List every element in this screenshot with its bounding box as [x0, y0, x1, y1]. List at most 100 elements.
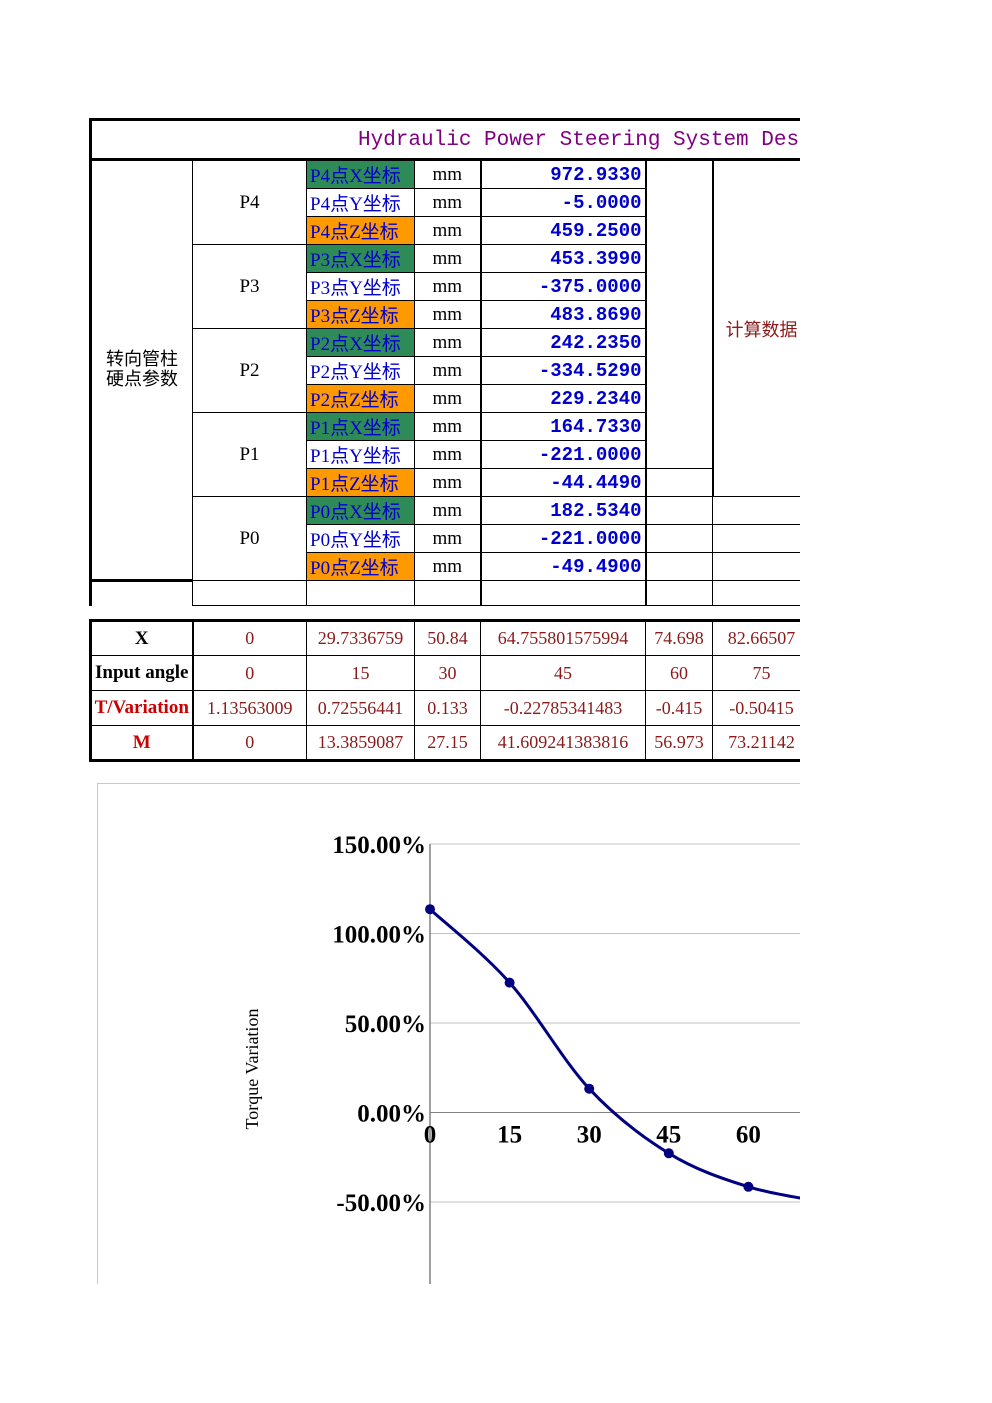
point-name: P1	[192, 412, 307, 497]
coord-label: P1点X坐标	[306, 412, 415, 441]
empty-cell	[306, 580, 415, 606]
result-value: 50.84	[414, 620, 481, 656]
unit-cell: mm	[414, 552, 481, 581]
coord-value-input[interactable]: 229.2340	[479, 384, 647, 413]
y-tick-label: -50.00%	[336, 1190, 426, 1217]
result-value: 60	[645, 655, 713, 691]
empty-cell	[645, 468, 713, 497]
title-row: Hydraulic Power Steering System Design	[89, 118, 800, 160]
coord-value-input[interactable]: 242.2350	[479, 328, 647, 357]
coord-label: P4点Y坐标	[306, 188, 415, 217]
coord-value-input[interactable]: -221.0000	[479, 440, 647, 469]
y-tick-label: 0.00%	[357, 1101, 426, 1128]
coord-label: P4点X坐标	[306, 160, 415, 189]
result-value: 56.973	[645, 725, 713, 761]
result-value: 30	[414, 655, 481, 691]
coord-value-input[interactable]: 483.8690	[479, 300, 647, 329]
unit-cell: mm	[414, 468, 481, 497]
coord-label: P0点Y坐标	[306, 524, 415, 553]
empty-cell	[645, 160, 713, 469]
empty-cell	[712, 552, 800, 581]
result-value: -0.415	[645, 690, 713, 726]
coord-value-input[interactable]: -334.5290	[479, 356, 647, 385]
coord-value-input[interactable]: 459.2500	[479, 216, 647, 245]
x-tick-label: 60	[736, 1122, 761, 1149]
hardpoint-row: P2 P2点X坐标 mm 242.2350	[91, 328, 801, 413]
coord-value-input[interactable]: 972.9330	[479, 160, 647, 189]
torque-chart: 150.00% 100.00% 50.00% 0.00% -50.00% -100.00%…	[97, 783, 800, 1284]
result-row: Input angle 0 15 30 45 60 75	[90, 655, 800, 691]
coord-value-input[interactable]: -221.0000	[479, 524, 647, 553]
coord-label: P0点X坐标	[306, 496, 415, 525]
coord-value-input[interactable]: 182.5340	[479, 496, 647, 525]
coord-value-input[interactable]: -5.0000	[479, 188, 647, 217]
hardpoint-row: P4点Z坐标 mm 459.2500	[91, 216, 801, 245]
hardpoint-row: 转向管柱硬点参数 P4 P4点X坐标 mm 972.9330 计算数据	[90, 160, 800, 581]
result-row: T/Variation 1.13563009 0.72556441 0.133 -0.2…	[90, 690, 800, 726]
y-axis-title: Torque Variation	[242, 1009, 262, 1130]
result-value: 0.133	[414, 690, 481, 726]
empty-cell	[645, 496, 713, 525]
unit-cell: mm	[414, 272, 481, 301]
result-value: -0.22785341483	[480, 690, 646, 726]
result-value: 0	[192, 620, 307, 656]
y-tick-label: 100.00%	[332, 922, 426, 949]
point-name: P2	[192, 328, 307, 413]
page-title: Hydraulic Power Steering System Design	[358, 129, 800, 152]
coord-value-input[interactable]: -375.0000	[479, 272, 647, 301]
visible-area: Hydraulic Power Steering System Design 转…	[89, 118, 801, 1284]
x-tick-label: 0	[424, 1122, 437, 1149]
result-value: 74.698	[645, 620, 713, 656]
data-point	[504, 977, 515, 988]
result-value: -0.50415	[712, 690, 800, 726]
result-row: X 0 29.7336759 50.84 64.755801575994 74.698 82…	[90, 620, 800, 656]
empty-cell	[712, 524, 800, 553]
result-label: T/Variation	[90, 690, 194, 726]
result-value: 75	[712, 655, 800, 691]
result-value: 13.3859087	[306, 725, 415, 761]
coord-label: P3点Y坐标	[306, 272, 415, 301]
series-line	[428, 908, 800, 1200]
empty-cell	[479, 580, 647, 606]
spacer-row	[90, 579, 800, 606]
coord-label: P2点X坐标	[306, 328, 415, 357]
hardpoint-row: P0点Y坐标 mm -221.0000	[91, 524, 800, 553]
coord-value-input[interactable]: -49.4900	[479, 552, 647, 581]
coord-value-input[interactable]: 164.7330	[479, 412, 647, 441]
x-tick-label: 45	[656, 1122, 681, 1149]
coord-label: P3点Z坐标	[306, 300, 415, 329]
unit-cell: mm	[414, 160, 481, 189]
empty-cell	[192, 580, 307, 606]
unit-cell: mm	[414, 216, 481, 245]
result-value: 0	[192, 655, 307, 691]
empty-cell	[645, 580, 713, 606]
unit-cell: mm	[414, 356, 481, 385]
coord-label: P1点Y坐标	[306, 440, 415, 469]
data-point	[425, 904, 435, 915]
point-name: P0	[192, 496, 307, 581]
coord-value-input[interactable]: -44.4490	[479, 468, 647, 497]
data-point	[584, 1083, 595, 1094]
unit-cell: mm	[414, 412, 481, 441]
hardpoint-row: P1 P1点X坐标 mm 164.7330	[91, 412, 801, 497]
coord-label: P0点Z坐标	[306, 552, 415, 581]
hardpoint-row: P3点Z坐标 mm 483.8690	[91, 300, 801, 329]
hardpoint-row: P3 P3点X坐标 mm 453.3990	[91, 244, 801, 329]
result-value: 29.7336759	[306, 620, 415, 656]
y-tick-label: -100.00%	[324, 1280, 426, 1285]
result-value: 41.609241383816	[480, 725, 646, 761]
result-value: 64.755801575994	[480, 620, 646, 656]
hardpoint-row: P1点Z坐标 mm -44.4490	[91, 468, 801, 497]
unit-cell: mm	[414, 384, 481, 413]
coord-label: P4点Z坐标	[306, 216, 415, 245]
result-value: 0	[192, 725, 307, 761]
coord-label: P1点Z坐标	[306, 468, 415, 497]
hardpoint-row: P3点Y坐标 mm -375.0000	[91, 272, 801, 301]
unit-cell: mm	[414, 496, 481, 525]
y-tick-label: 50.00%	[345, 1011, 426, 1038]
result-label: M	[90, 725, 194, 761]
coord-label: P2点Y坐标	[306, 356, 415, 385]
hardpoint-row: P2点Z坐标 mm 229.2340	[91, 384, 801, 413]
empty-cell	[645, 552, 713, 581]
coord-value-input[interactable]: 453.3990	[479, 244, 647, 273]
